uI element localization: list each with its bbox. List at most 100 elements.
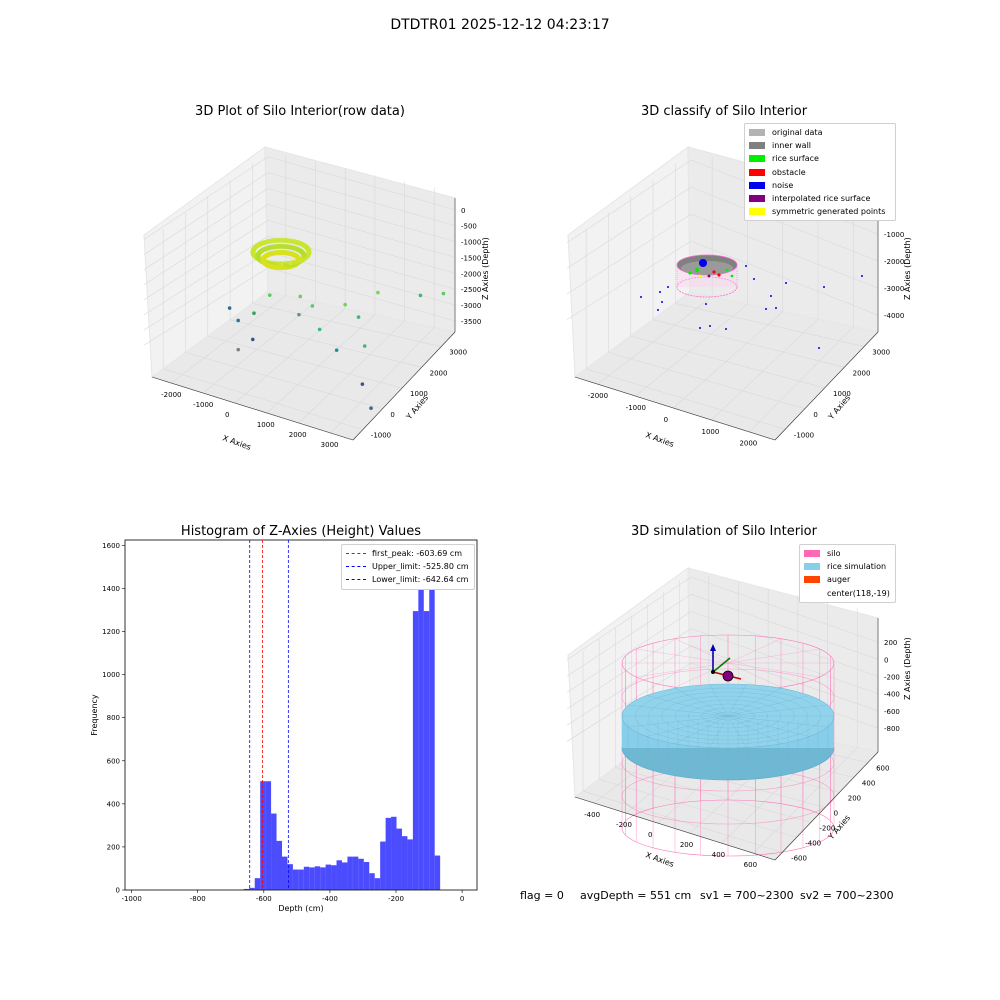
z-tick-label: -800 xyxy=(884,725,900,733)
histogram-y-tick: 1200 xyxy=(102,628,120,636)
y-tick-label: -1000 xyxy=(371,432,391,440)
histogram-ylabel: Frequency xyxy=(90,694,99,736)
legend-item-lower-limit: Lower_limit: -642.64 cm xyxy=(342,573,474,586)
z-tick-label: -1500 xyxy=(461,254,481,262)
histogram-bar xyxy=(265,781,272,890)
data-point xyxy=(343,302,347,307)
histogram-bar xyxy=(331,865,337,890)
histogram-bar xyxy=(412,611,419,890)
rice-ring-point xyxy=(301,252,307,258)
plot4-legend: silo rice simulation auger center(118,-1… xyxy=(799,544,896,603)
histogram-y-tick: 400 xyxy=(107,800,120,808)
histogram-x-tick: -1000 xyxy=(121,895,141,903)
data-point xyxy=(362,344,367,348)
histogram-y-tick: 1400 xyxy=(102,585,120,593)
legend-item-upper-limit: Upper_limit: -525.80 cm xyxy=(342,560,474,573)
z-tick-label: -600 xyxy=(884,708,900,716)
plot1-xlabel: X Axies xyxy=(221,433,252,452)
data-point xyxy=(236,318,240,323)
histogram-y-tick: 0 xyxy=(116,887,120,895)
histogram-bar xyxy=(434,855,441,890)
plot2-title: 3D classify of Silo Interior xyxy=(640,104,808,119)
histogram-x-tick: 0 xyxy=(460,895,464,903)
plot2-xlabel: X Axies xyxy=(644,430,675,449)
histogram-x-tick: -400 xyxy=(322,895,338,903)
z-tick-label: -3000 xyxy=(884,285,904,293)
histogram-title: Histogram of Z-Axies (Height) Values xyxy=(180,524,422,539)
noise-point xyxy=(775,307,777,309)
histogram-bar xyxy=(423,611,430,890)
plot2-legend: original data inner wall rice surface ob… xyxy=(744,123,896,222)
data-point xyxy=(376,290,380,295)
legend-item-first-peak: first_peak: -603.69 cm xyxy=(342,547,474,560)
data-point xyxy=(236,347,241,352)
y-tick-label: -400 xyxy=(805,840,821,848)
data-point xyxy=(250,337,255,342)
x-tick-label: -400 xyxy=(584,811,600,819)
x-tick-label: 3000 xyxy=(321,441,339,449)
z-tick-label: -200 xyxy=(884,673,900,681)
z-tick-label: -400 xyxy=(884,691,900,699)
data-point xyxy=(356,315,361,319)
noise-point xyxy=(657,309,659,311)
histogram-bar xyxy=(243,888,250,890)
legend-item-noise: noise xyxy=(745,179,895,192)
data-point xyxy=(267,293,272,297)
legend-swatch xyxy=(804,576,820,584)
histogram-bar xyxy=(418,560,424,890)
noise-point xyxy=(861,275,863,277)
y-tick-label: 3000 xyxy=(872,349,890,357)
noise-point xyxy=(699,327,701,329)
noise-point xyxy=(661,301,663,303)
histogram-bar xyxy=(429,560,435,890)
plot1-3d-axes: -2000 -1000 0 1000 2000 3000 -1000 0 1000 2000 300… xyxy=(143,146,490,452)
legend-item-obstacle: obstacle xyxy=(745,166,895,179)
x-tick-label: 200 xyxy=(680,841,693,849)
z-tick-label: -2000 xyxy=(884,258,904,266)
legend-swatch xyxy=(749,195,765,203)
noise-point xyxy=(709,325,711,327)
histogram-y-tick: 1600 xyxy=(102,542,120,550)
data-point xyxy=(286,265,290,269)
histogram-bar xyxy=(325,864,332,890)
data-point xyxy=(310,304,315,308)
z-tick-label: -4000 xyxy=(884,312,904,320)
histogram-bar xyxy=(407,839,413,890)
histogram-bar xyxy=(401,836,408,890)
y-tick-label: 1000 xyxy=(833,390,851,398)
x-tick-label: -200 xyxy=(616,821,632,829)
noise-point xyxy=(745,265,747,267)
histogram-bar xyxy=(363,862,370,890)
legend-swatch xyxy=(804,563,820,571)
y-tick-label: 3000 xyxy=(449,349,467,357)
legend-item-center: center(118,-19) xyxy=(800,587,895,600)
footer-avg-depth: avgDepth = 551 cm xyxy=(580,889,692,902)
histogram-bar xyxy=(374,878,381,890)
footer-sv2: sv2 = 700~2300 xyxy=(800,889,894,902)
plot4-rice-simulation xyxy=(621,683,835,781)
histogram-bar xyxy=(292,869,299,890)
legend-item-rice-surface: rice surface xyxy=(745,152,895,165)
x-tick-label: 0 xyxy=(664,416,668,424)
noise-point xyxy=(725,328,727,330)
x-tick-label: 1000 xyxy=(257,421,275,429)
y-tick-label: 2000 xyxy=(430,369,448,377)
z-tick-label: -500 xyxy=(461,223,477,231)
plot4-xlabel: X Axies xyxy=(644,850,675,869)
x-tick-label: 600 xyxy=(744,861,757,869)
plot2-zlabel: Z Axies (Depth) xyxy=(903,237,912,300)
noise-point xyxy=(823,286,825,288)
histogram-y-tick: 800 xyxy=(107,714,120,722)
data-point xyxy=(252,311,256,315)
histogram-bar xyxy=(385,817,392,890)
plot2-noise-cluster xyxy=(699,259,707,267)
histogram-bar xyxy=(276,840,282,890)
legend-swatch xyxy=(749,142,765,150)
x-tick-label: -2000 xyxy=(588,392,608,400)
x-tick-label: -1000 xyxy=(626,404,646,412)
data-point xyxy=(360,382,365,386)
y-tick-label: 200 xyxy=(848,795,861,803)
x-tick-label: 400 xyxy=(712,851,725,859)
z-tick-label: -1000 xyxy=(884,231,904,239)
histogram-bar xyxy=(336,860,342,890)
